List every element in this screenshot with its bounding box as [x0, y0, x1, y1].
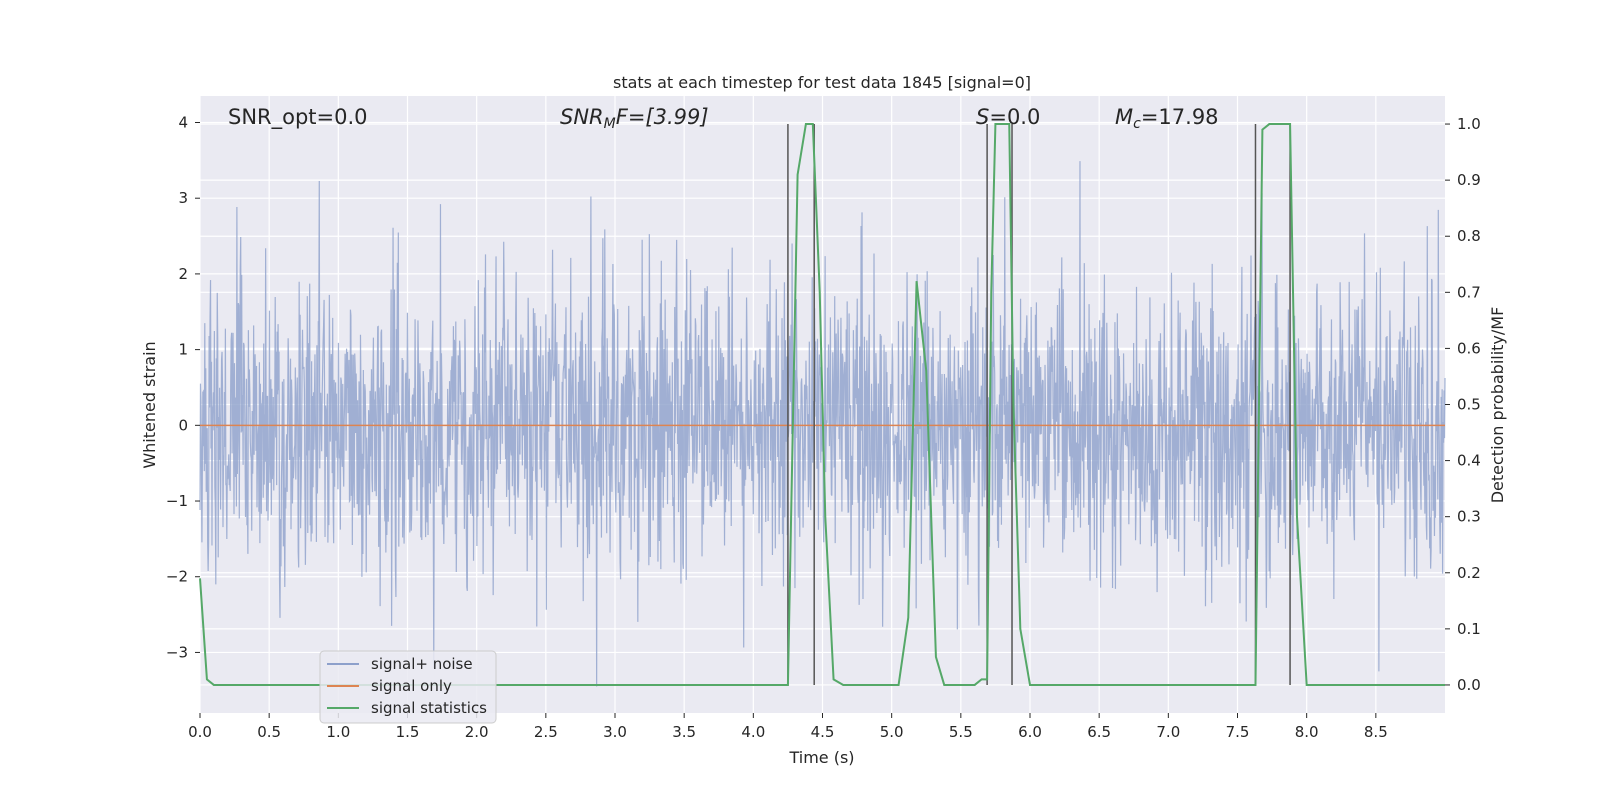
x-tick-label-4: 2.0	[465, 723, 489, 741]
x-tick-label-6: 3.0	[603, 723, 627, 741]
left-tick-label-4: 1	[178, 341, 188, 359]
left-tick-label-2: −1	[166, 492, 188, 510]
vertical-markers	[787, 124, 1291, 685]
legend-label-signal-only: signal only	[371, 677, 452, 695]
x-tick-label-17: 8.5	[1364, 723, 1388, 741]
x-axis-ticks: 0.0 0.5 1.0 1.5 2.0 2.5 3.0 3.5 4.0 4.5 5.0 5.5 6.0 6…	[188, 713, 1388, 741]
left-tick-label-5: 2	[178, 265, 188, 283]
signal-statistics-line	[199, 123, 1445, 686]
x-tick-label-3: 1.5	[396, 723, 420, 741]
x-tick-label-14: 7.0	[1156, 723, 1180, 741]
annotation-s: S=0.0	[976, 105, 1040, 129]
annotation-snr-mf-rest: F=[3.99]	[616, 105, 709, 129]
left-y-axis-label: Whitened strain	[140, 341, 159, 468]
x-axis-label: Time (s)	[788, 748, 854, 767]
left-tick-label-0: −3	[166, 643, 188, 661]
x-tick-label-8: 4.0	[741, 723, 765, 741]
right-tick-label-2: 0.2	[1457, 564, 1481, 582]
right-tick-label-7: 0.7	[1457, 283, 1481, 301]
left-tick-label-3: 0	[178, 416, 188, 434]
right-tick-label-9: 0.9	[1457, 171, 1481, 189]
x-tick-label-16: 8.0	[1295, 723, 1319, 741]
annotation-mc-rest: =17.98	[1141, 105, 1219, 129]
legend-label-signal-noise: signal+ noise	[371, 655, 473, 673]
annotation-snr-mf: SNRMF=[3.99]	[560, 105, 709, 132]
annotation-mc: Mc=17.98	[1115, 105, 1219, 132]
x-tick-label-12: 6.0	[1018, 723, 1042, 741]
right-tick-label-8: 0.8	[1457, 227, 1481, 245]
left-tick-label-1: −2	[166, 568, 188, 586]
right-tick-label-10: 1.0	[1457, 115, 1481, 133]
annotation-mc-main: M	[1115, 105, 1133, 129]
right-tick-label-0: 0.0	[1457, 676, 1481, 694]
right-tick-label-4: 0.4	[1457, 452, 1481, 470]
left-tick-label-7: 4	[178, 113, 188, 131]
chart-title: stats at each timestep for test data 184…	[613, 73, 1031, 92]
annotation-snr-mf-sub: M	[604, 116, 616, 132]
left-axis-ticks: −3 −2 −1 0 1 2 3 4	[166, 113, 200, 661]
right-tick-label-1: 0.1	[1457, 620, 1481, 638]
right-tick-label-3: 0.3	[1457, 508, 1481, 526]
x-tick-label-5: 2.5	[534, 723, 558, 741]
x-tick-label-7: 3.5	[672, 723, 696, 741]
right-tick-label-6: 0.6	[1457, 339, 1481, 357]
right-tick-label-5: 0.5	[1457, 396, 1481, 414]
x-tick-label-1: 0.5	[257, 723, 281, 741]
annotation-snr-opt: SNR_opt=0.0	[228, 105, 368, 130]
right-y-axis-label: Detection probability/MF	[1488, 307, 1507, 504]
x-tick-label-15: 7.5	[1226, 723, 1250, 741]
left-tick-label-6: 3	[178, 189, 188, 207]
annotation-mc-sub: c	[1133, 116, 1141, 132]
x-tick-label-0: 0.0	[188, 723, 212, 741]
x-tick-label-10: 5.0	[880, 723, 904, 741]
x-tick-label-13: 6.5	[1087, 723, 1111, 741]
x-tick-label-2: 1.0	[326, 723, 350, 741]
signal-statistics-series	[199, 123, 1445, 686]
legend: signal+ noise signal only signal statist…	[319, 650, 497, 724]
annotation-s-main: S	[976, 105, 989, 129]
annotation-s-rest: =0.0	[989, 105, 1040, 129]
x-tick-label-11: 5.5	[949, 723, 973, 741]
legend-label-signal-statistics: signal statistics	[371, 699, 487, 717]
right-axis-ticks: 0.0 0.1 0.2 0.3 0.4 0.5 0.6 0.7 0.8 0.9 1.0	[1445, 115, 1481, 694]
x-tick-label-9: 4.5	[811, 723, 835, 741]
legend-box	[319, 650, 497, 724]
annotation-snr-mf-main: SNR	[560, 105, 604, 129]
